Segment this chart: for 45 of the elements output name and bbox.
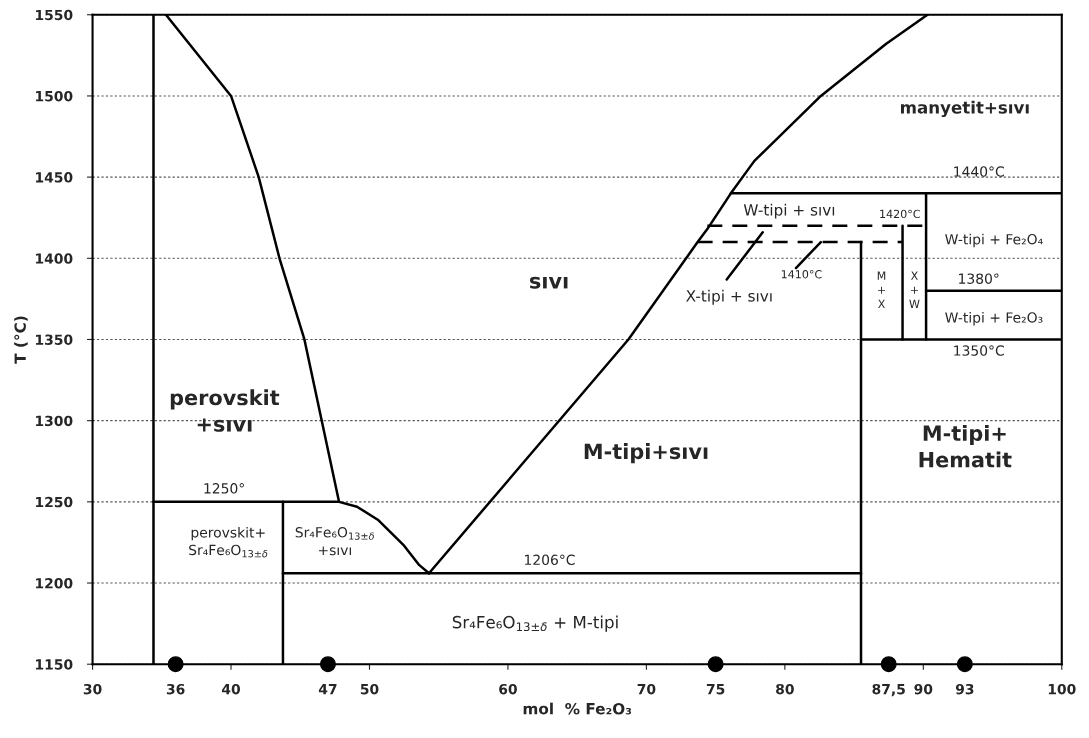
annotation: perovskit +sıvı — [170, 389, 280, 432]
x-tick-label: 70 — [637, 683, 656, 695]
annotation: W-tipi + Fe₂O₄ — [945, 233, 1043, 248]
y-tick-label: 1300 — [36, 415, 73, 427]
annotation: M-tipi+ Hematit — [919, 424, 1012, 468]
annotation: X-tipi + sıvı — [686, 289, 772, 305]
x-tick-label: 60 — [499, 683, 517, 695]
annotation: Sr₄Fe₆O$_{13±δ}$ + M-tipi — [452, 615, 618, 632]
annotation: M + X — [877, 271, 886, 308]
x-tick-label: 87,5 — [872, 683, 905, 697]
annotation: 1250° — [204, 483, 244, 494]
y-tick-label: 1200 — [36, 577, 73, 589]
x-tick-label: 30 — [83, 683, 102, 695]
y-tick-label: 1550 — [36, 9, 73, 21]
annotation: 1420°C — [880, 209, 920, 219]
y-tick-label: 1150 — [36, 659, 73, 670]
x-tick-label: 40 — [221, 683, 241, 695]
annotation: M-tipi+sıvı — [584, 443, 708, 464]
annotation: W-tipi + sıvı — [743, 203, 835, 219]
y-tick-label: 1350 — [36, 334, 73, 345]
annotation: sıvı — [530, 276, 568, 289]
x-tick-label: 36 — [166, 683, 185, 695]
x-tick-label: 80 — [776, 683, 794, 695]
annotation: X + W — [909, 271, 920, 308]
y-tick-label: 1450 — [36, 172, 73, 183]
annotation: 1410°C — [781, 270, 822, 279]
x-tick-label: 93 — [955, 683, 974, 695]
annotation: 1440°C — [954, 166, 1004, 177]
x-tick-label: 47 — [318, 684, 337, 695]
y-axis-title: T (°C) — [14, 316, 28, 364]
annotation: W-tipi + Fe₂O₃ — [945, 311, 1043, 326]
annotation: 1350°C — [954, 345, 1004, 356]
y-tick-label: 1400 — [36, 253, 73, 264]
x-tick-label: 90 — [914, 683, 933, 695]
annotation: 1380° — [959, 273, 999, 284]
annotation: Sr₄Fe₆O$_{13±δ}$ +sıvı — [295, 527, 374, 556]
x-axis-title: mol % Fe₂O₃ — [523, 702, 632, 715]
annotation: 1206°C — [525, 554, 575, 566]
annotation: manyetit+sıvı — [901, 100, 1029, 118]
y-tick-label: 1250 — [36, 496, 73, 508]
x-tick-label: 50 — [360, 683, 379, 695]
x-tick-label: 100 — [1048, 683, 1076, 695]
y-tick-label: 1500 — [36, 90, 73, 102]
x-tick-label: 75 — [706, 684, 725, 695]
annotation: perovskit+ Sr₄Fe₆O$_{13±δ}$ — [189, 526, 268, 558]
